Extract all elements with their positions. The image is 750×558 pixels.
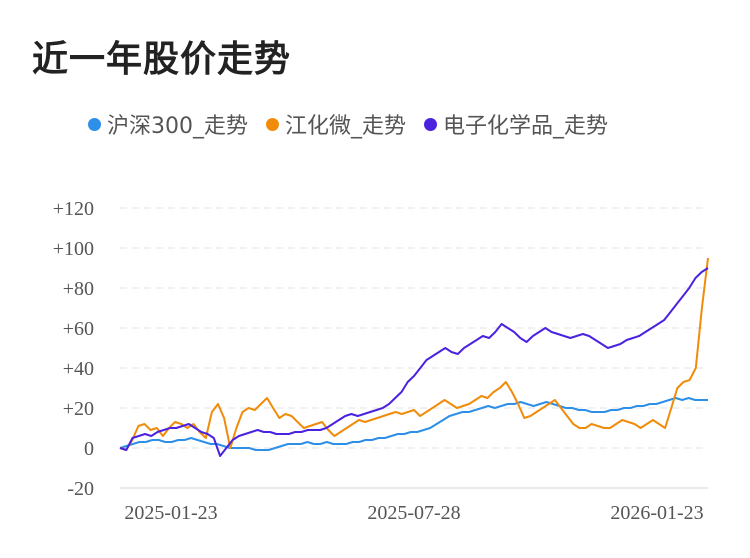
x-axis: 2025-01-23 2025-07-28 2026-01-23 bbox=[124, 502, 703, 524]
series-lines bbox=[119, 257, 709, 457]
y-tick-label: 0 bbox=[84, 438, 94, 460]
grid-lines bbox=[120, 207, 708, 489]
legend-label: 电子化学品_走势 bbox=[443, 114, 609, 139]
y-tick-label: +80 bbox=[63, 278, 94, 300]
x-tick-label: 2026-01-23 bbox=[610, 502, 703, 524]
legend-dot-icon bbox=[424, 117, 438, 131]
legend-dot-icon bbox=[266, 117, 279, 131]
y-tick-label: +120 bbox=[53, 198, 94, 220]
y-tick-label: +40 bbox=[63, 358, 94, 380]
series-line-2[interactable] bbox=[119, 267, 709, 457]
chart-legend: 沪深300_走势 江化微_走势 电子化学品_走势 bbox=[88, 108, 626, 140]
y-tick-label: +60 bbox=[63, 318, 94, 340]
y-tick-label: +100 bbox=[53, 238, 94, 260]
legend-dot-icon bbox=[88, 117, 101, 131]
chart-title: 近一年股价走势 bbox=[32, 39, 292, 80]
legend-item-electronic-chemicals[interactable]: 电子化学品_走势 bbox=[424, 108, 608, 140]
legend-item-hs300[interactable]: 沪深300_走势 bbox=[88, 108, 248, 140]
legend-label: 沪深300_走势 bbox=[107, 114, 248, 139]
y-tick-label: -20 bbox=[67, 478, 94, 500]
y-tick-label: +20 bbox=[63, 398, 94, 420]
series-line-1[interactable] bbox=[119, 257, 709, 451]
x-tick-label: 2025-07-28 bbox=[367, 502, 460, 524]
series-line-0[interactable] bbox=[119, 397, 708, 451]
legend-label: 江化微_走势 bbox=[285, 114, 407, 139]
legend-item-jianghuawei[interactable]: 江化微_走势 bbox=[266, 108, 406, 140]
x-tick-label: 2025-01-23 bbox=[124, 502, 217, 524]
y-axis: -20 0 +20 +40 +60 +80 +100 +120 bbox=[53, 198, 94, 500]
